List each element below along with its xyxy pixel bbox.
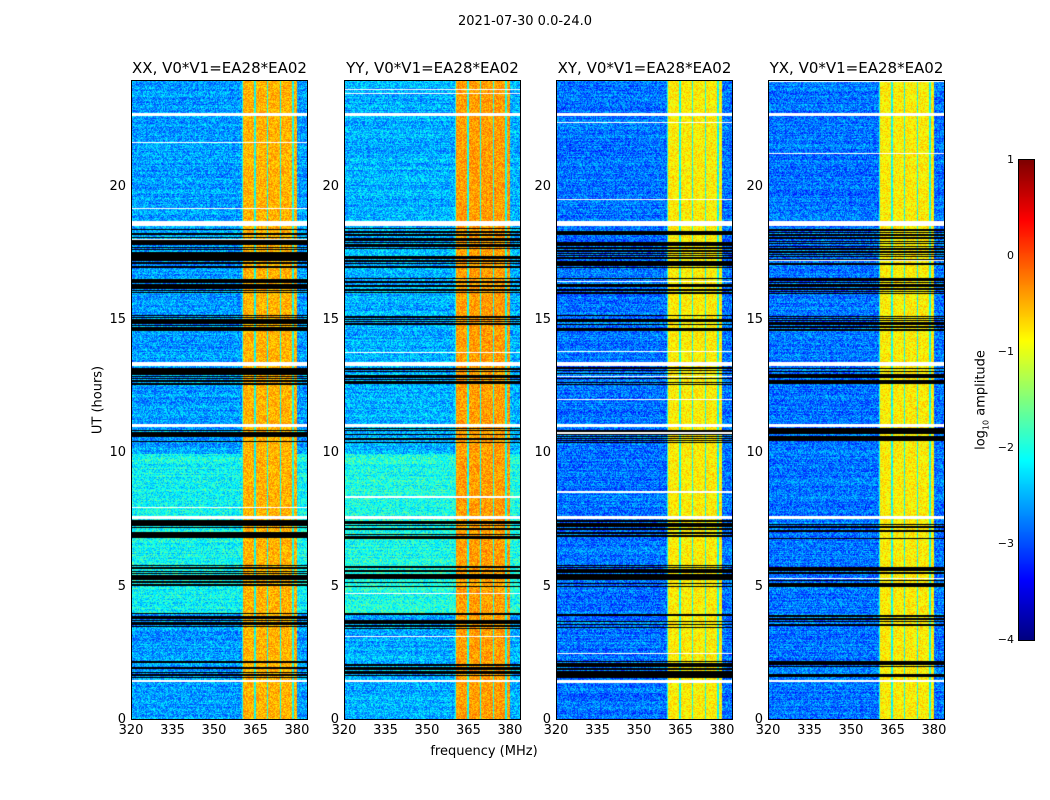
x-tick-label: 380 — [284, 723, 310, 738]
colorbar — [1018, 159, 1035, 641]
colorbar-gradient — [1019, 160, 1034, 640]
x-tick-label: 365 — [880, 723, 905, 738]
colorbar-tick-label: −4 — [997, 633, 1014, 646]
x-tick-label: 350 — [414, 723, 440, 738]
y-tick-label: 10 — [746, 445, 763, 461]
spectrogram-image — [769, 81, 944, 719]
colorbar-label: log10 amplitude — [973, 350, 991, 450]
y-tick-label: 20 — [109, 178, 126, 194]
spectrogram-panel — [556, 80, 733, 720]
colorbar-tick-label: 0 — [1007, 249, 1014, 262]
y-tick-label: 20 — [322, 178, 339, 194]
y-tick-label: 15 — [322, 312, 339, 327]
colorbar-tick-label: 1 — [1007, 153, 1014, 166]
x-tick-label: 335 — [585, 723, 610, 738]
y-tick-label: 20 — [534, 178, 551, 194]
y-tick-label: 15 — [534, 312, 551, 327]
panel-title: YY, V0*V1=EA28*EA02 — [346, 59, 519, 77]
y-tick-label: 10 — [322, 445, 339, 461]
x-tick-label: 320 — [755, 723, 781, 738]
y-tick-label: 20 — [746, 178, 763, 194]
x-tick-label: 380 — [709, 723, 735, 738]
x-tick-label: 365 — [668, 723, 693, 738]
x-tick-label: 350 — [838, 723, 864, 738]
y-tick-label: 0 — [117, 712, 126, 727]
y-tick-label: 15 — [746, 312, 763, 327]
x-tick-label: 320 — [331, 723, 357, 738]
y-tick-label: 10 — [109, 445, 126, 461]
x-tick-label: 365 — [456, 723, 481, 738]
spectrogram-panel — [131, 80, 308, 720]
y-tick-label: 15 — [109, 312, 126, 327]
x-tick-label: 320 — [543, 723, 569, 738]
x-tick-label: 320 — [118, 723, 144, 738]
y-axis-label: UT (hours) — [90, 365, 106, 435]
colorbar-tick-label: −1 — [997, 345, 1014, 358]
spectrogram-image — [345, 81, 520, 719]
x-tick-label: 350 — [626, 723, 652, 738]
panel-title: YX, V0*V1=EA28*EA02 — [769, 59, 944, 77]
colorbar-tick-label: −2 — [997, 441, 1014, 454]
x-tick-label: 335 — [160, 723, 185, 738]
panel-title: XY, V0*V1=EA28*EA02 — [557, 59, 732, 77]
x-tick-label: 350 — [201, 723, 227, 738]
x-tick-label: 335 — [797, 723, 822, 738]
x-axis-label: frequency (MHz) — [430, 744, 538, 759]
y-tick-label: 10 — [534, 445, 551, 461]
y-tick-label: 5 — [754, 578, 763, 594]
y-tick-label: 5 — [542, 578, 551, 594]
panel-title: XX, V0*V1=EA28*EA02 — [132, 59, 307, 77]
spectrogram-panel — [768, 80, 945, 720]
x-tick-label: 335 — [373, 723, 398, 738]
y-tick-label: 0 — [754, 712, 763, 727]
x-tick-label: 380 — [497, 723, 523, 738]
y-tick-label: 5 — [117, 578, 126, 594]
spectrogram-image — [132, 81, 307, 719]
figure-title: 2021-07-30 0.0-24.0 — [458, 14, 592, 29]
colorbar-tick-label: −3 — [997, 537, 1014, 550]
y-tick-label: 0 — [330, 712, 339, 727]
x-tick-label: 380 — [921, 723, 947, 738]
spectrogram-panel — [344, 80, 521, 720]
spectrogram-image — [557, 81, 732, 719]
y-tick-label: 0 — [542, 712, 551, 727]
x-tick-label: 365 — [243, 723, 268, 738]
y-tick-label: 5 — [330, 578, 339, 594]
